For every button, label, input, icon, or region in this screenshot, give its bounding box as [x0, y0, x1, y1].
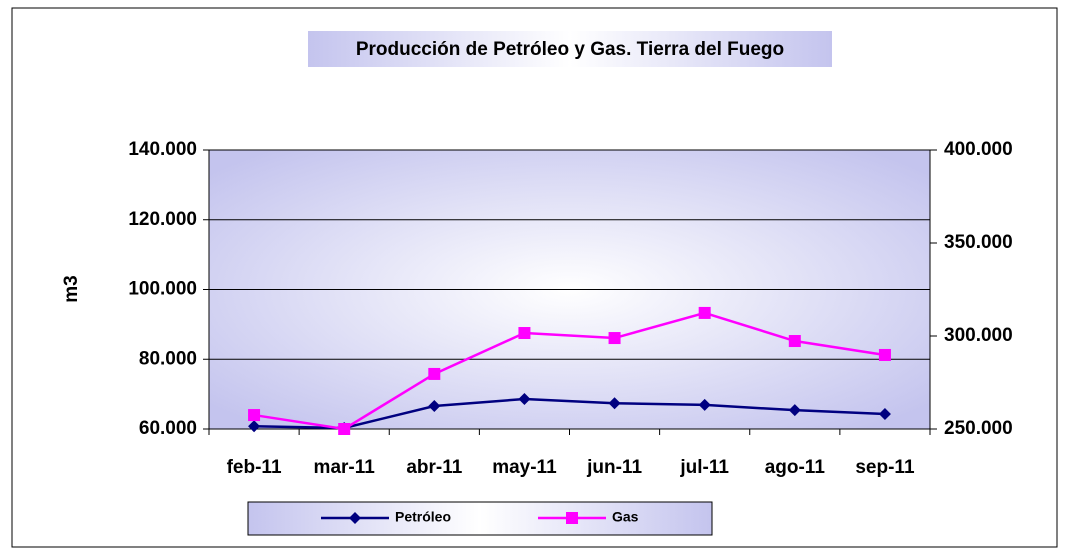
data-point: [248, 409, 261, 422]
y-tick-label: 140.000: [128, 139, 197, 160]
data-point: [428, 399, 441, 412]
y-tick-label: 60.000: [139, 418, 197, 439]
y2-tick-label: 400.000: [944, 139, 1013, 160]
x-tick-label: jun-11: [586, 457, 642, 478]
data-point: [518, 327, 531, 340]
data-point: [518, 393, 531, 406]
series-line: [254, 397, 885, 430]
data-point: [608, 397, 621, 410]
x-tick-label: jul-11: [679, 457, 729, 478]
data-point: [698, 398, 711, 411]
data-point: [248, 420, 261, 433]
data-point: [788, 335, 801, 348]
x-tick-label: feb-11: [227, 457, 282, 478]
title-box: [308, 31, 832, 67]
x-tick-label: sep-11: [855, 457, 915, 478]
x-tick-label: mar-11: [314, 457, 376, 478]
x-tick-label: may-11: [492, 457, 557, 478]
y2-tick-label: 300.000: [944, 325, 1013, 346]
legend-box: [247, 501, 713, 536]
legend-label: Gas: [612, 509, 639, 525]
data-point: [878, 408, 891, 421]
data-point: [608, 332, 621, 345]
series-line: [253, 311, 886, 431]
legend-label: Petróleo: [395, 509, 451, 525]
y-tick-label: 100.000: [128, 279, 197, 300]
chart-title: Producción de Petróleo y Gas. Tierra del…: [356, 39, 784, 60]
data-point: [878, 348, 891, 361]
y-tick-label: 120.000: [128, 209, 197, 230]
data-point: [698, 306, 711, 319]
legend-marker: [566, 512, 578, 524]
y-tick-label: 80.000: [139, 348, 197, 369]
y2-tick-label: 250.000: [944, 418, 1013, 439]
x-tick-label: ago-11: [765, 457, 826, 478]
y-axis-label: m3: [61, 275, 82, 302]
legend-marker: [349, 512, 361, 524]
y2-tick-label: 350.000: [944, 232, 1013, 253]
x-tick-label: abr-11: [406, 457, 462, 478]
data-point: [428, 367, 441, 380]
data-point: [788, 404, 801, 417]
data-point: [338, 423, 351, 435]
